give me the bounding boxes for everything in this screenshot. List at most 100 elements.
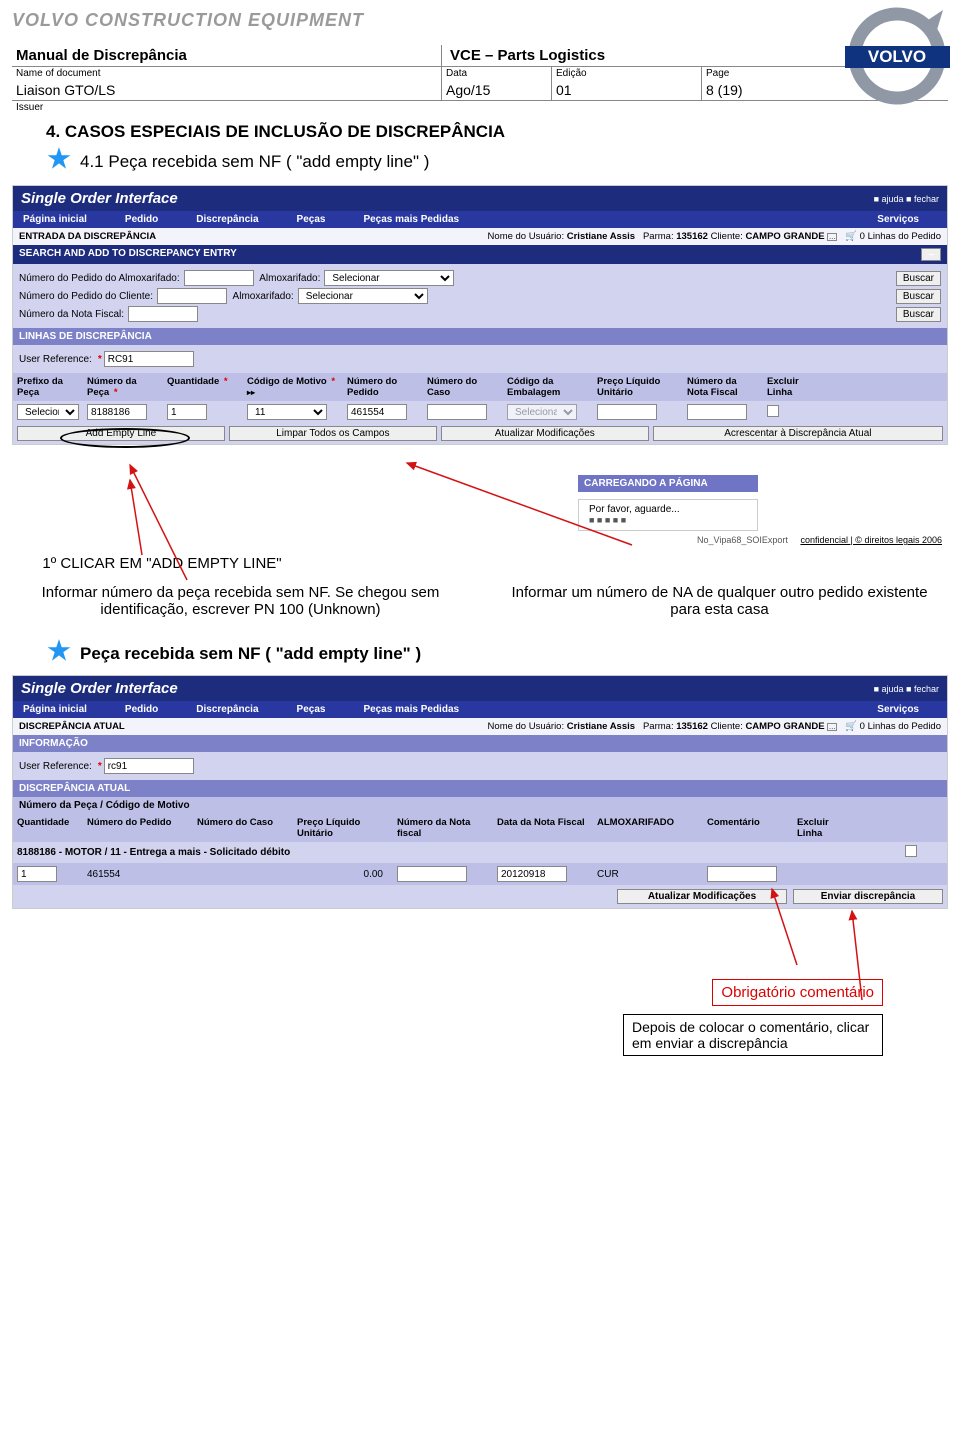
- row1-text: 8188186 - MOTOR / 11 - Entrega a mais - …: [13, 844, 901, 861]
- star-icon-2: [46, 638, 72, 669]
- menu-pagina-inicial-2[interactable]: Página inicial: [13, 701, 115, 718]
- nf-label: Número da Nota Fiscal:: [19, 309, 124, 320]
- menu-discrepancia-2[interactable]: Discrepância: [186, 701, 286, 718]
- col-preco: Preço Líquido Unitário: [593, 373, 683, 401]
- soi-screenshot-1: Single Order Interface ■ ajuda ■ fechar …: [12, 185, 948, 445]
- search-bar-text: SEARCH AND ADD TO DISCREPANCY ENTRY: [19, 248, 237, 261]
- logo-text: VOLVO: [868, 47, 926, 66]
- cli-ped-label: Número do Pedido do Cliente:: [19, 291, 153, 302]
- section-4-1-text: 4.1 Peça recebida sem NF ( "add empty li…: [80, 152, 429, 172]
- user-ref-label: User Reference:: [19, 354, 92, 365]
- numpeca-input[interactable]: [87, 404, 147, 420]
- col2-preco: Preço Líquido Unitário: [293, 814, 393, 842]
- final-annotations: Obrigatório comentário Depois de colocar…: [12, 979, 948, 1056]
- soi2-help[interactable]: ■ ajuda ■ fechar: [874, 684, 939, 694]
- linhas-bar: LINHAS DE DISCREPÂNCIA: [13, 328, 947, 345]
- codmot-select[interactable]: 11: [247, 404, 327, 420]
- ctx2-user-val: Cristiane Assis: [567, 721, 635, 732]
- col-numnf: Número da Nota Fiscal: [683, 373, 763, 401]
- soi1-line-row: Selecionar 11 Seleciona: [13, 401, 947, 423]
- ellipsis-icon[interactable]: …: [827, 233, 837, 241]
- datanf-input[interactable]: [497, 866, 567, 882]
- col-excl: Excluir Linha: [763, 373, 809, 401]
- soi2-user-ref-body: User Reference: *: [13, 752, 947, 780]
- blackbox-instruction: Depois de colocar o comentário, clicar e…: [623, 1014, 883, 1056]
- alm-ped-input[interactable]: [184, 270, 254, 286]
- row2-alm: CUR: [593, 866, 703, 883]
- col2-com: Comentário: [703, 814, 793, 842]
- required-asterisk-2: *: [98, 761, 102, 772]
- section-4-heading: 4. CASOS ESPECIAIS DE INCLUSÃO DE DISCRE…: [46, 122, 948, 142]
- menu-discrepancia[interactable]: Discrepância: [186, 211, 286, 228]
- nf-input[interactable]: [128, 306, 198, 322]
- col-numcaso: Número do Caso: [423, 373, 503, 401]
- excl-checkbox-2[interactable]: [905, 845, 917, 857]
- numnf-input[interactable]: [687, 404, 747, 420]
- cart-icon: 🛒: [845, 231, 857, 242]
- menu-pecas-2[interactable]: Peças: [287, 701, 354, 718]
- menu-pedido[interactable]: Pedido: [115, 211, 186, 228]
- atualizar-button-2[interactable]: Atualizar Modificações: [617, 889, 787, 904]
- info-bar: INFORMAÇÃO: [13, 735, 947, 752]
- comentario-input[interactable]: [707, 866, 777, 882]
- soi1-ctx-left: ENTRADA DA DISCREPÂNCIA: [19, 231, 156, 242]
- qtd-input[interactable]: [167, 404, 207, 420]
- ctx2-lines[interactable]: 0 Linhas do Pedido: [860, 721, 941, 732]
- numnf-input-2[interactable]: [397, 866, 467, 882]
- required-asterisk: *: [98, 354, 102, 365]
- soi1-help[interactable]: ■ ajuda ■ fechar: [874, 194, 939, 204]
- collapse-icon[interactable]: –: [921, 248, 941, 261]
- codemb-select[interactable]: Seleciona: [507, 404, 577, 420]
- buscar-button-1[interactable]: Buscar: [896, 271, 941, 286]
- ctx-parma-val: 135162: [676, 231, 708, 242]
- menu-servicos[interactable]: Serviços: [867, 211, 947, 228]
- user-ref-body: User Reference: *: [13, 345, 947, 373]
- preco-input[interactable]: [597, 404, 657, 420]
- ellipsis-icon-2[interactable]: …: [827, 723, 837, 731]
- col-numped: Número do Pedido: [343, 373, 423, 401]
- peca-subbar: Número da Peça / Código de Motivo: [13, 797, 947, 814]
- limpar-button[interactable]: Limpar Todos os Campos: [229, 426, 437, 441]
- manual-title: Manual de Discrepância: [12, 45, 442, 66]
- buscar-button-3[interactable]: Buscar: [896, 307, 941, 322]
- ctx-lines[interactable]: 0 Linhas do Pedido: [860, 231, 941, 242]
- col2-excl: Excluir Linha: [793, 814, 839, 842]
- soi2-menubar: Página inicial Pedido Discrepância Peças…: [13, 701, 947, 718]
- value-data: Ago/15: [442, 80, 552, 100]
- menu-pecas-mais-pedidas-2[interactable]: Peças mais Pedidas: [353, 701, 487, 718]
- menu-pagina-inicial[interactable]: Página inicial: [13, 211, 115, 228]
- atualizar-button[interactable]: Atualizar Modificações: [441, 426, 649, 441]
- menu-pecas[interactable]: Peças: [287, 211, 354, 228]
- numped-input[interactable]: [347, 404, 407, 420]
- user-ref-label-2: User Reference:: [19, 761, 92, 772]
- col2-alm: ALMOXARIFADO: [593, 814, 703, 842]
- alm-select[interactable]: Selecionar: [324, 270, 454, 286]
- row2-numped: 461554: [83, 866, 193, 883]
- soi2-footer-buttons: Atualizar Modificações Enviar discrepânc…: [13, 885, 947, 908]
- alm-select-2[interactable]: Selecionar: [298, 288, 428, 304]
- menu-servicos-2[interactable]: Serviços: [867, 701, 947, 718]
- user-ref-input[interactable]: [104, 351, 194, 367]
- excl-checkbox[interactable]: [767, 405, 779, 417]
- annot-right: Informar um número de NA de qualquer out…: [495, 584, 944, 618]
- ctx2-user-lbl: Nome do Usuário:: [488, 721, 565, 732]
- row2-numcaso: [193, 871, 293, 877]
- volvo-logo: VOLVO: [845, 4, 950, 112]
- numcaso-input[interactable]: [427, 404, 487, 420]
- cli-ped-input[interactable]: [157, 288, 227, 304]
- section-sub2-text: Peça recebida sem NF ( "add empty line" …: [80, 644, 421, 664]
- acrescentar-button[interactable]: Acrescentar à Discrepância Atual: [653, 426, 943, 441]
- col-codemb: Código da Embalagem: [503, 373, 593, 401]
- col2-numnf: Número da Nota fiscal: [393, 814, 493, 842]
- prefixo-select[interactable]: Selecionar: [17, 404, 79, 420]
- alm-label-2: Almoxarifado:: [233, 291, 294, 302]
- user-ref-input-2[interactable]: [104, 758, 194, 774]
- qtd-input-2[interactable]: [17, 866, 57, 882]
- value-docname: Liaison GTO/LS: [12, 80, 442, 100]
- buscar-button-2[interactable]: Buscar: [896, 289, 941, 304]
- enviar-discrepancia-button[interactable]: Enviar discrepância: [793, 889, 943, 904]
- ctx2-parma-val: 135162: [676, 721, 708, 732]
- menu-pedido-2[interactable]: Pedido: [115, 701, 186, 718]
- add-empty-line-button[interactable]: Add Empty Line: [17, 426, 225, 441]
- menu-pecas-mais-pedidas[interactable]: Peças mais Pedidas: [353, 211, 487, 228]
